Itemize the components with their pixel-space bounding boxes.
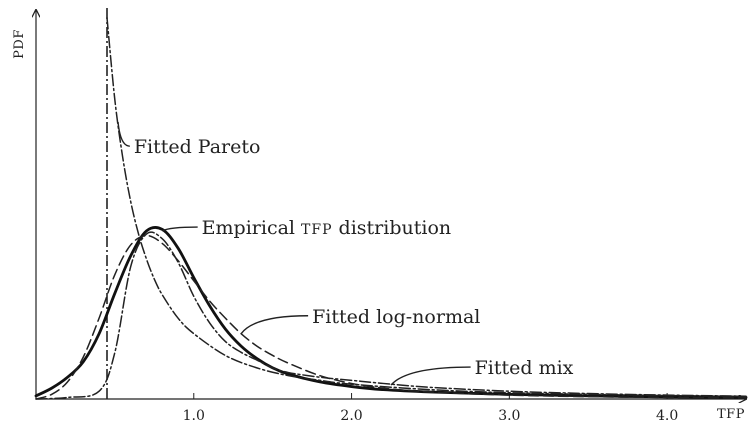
series-layer [34, 17, 748, 400]
y-axis-label-group: PDF [12, 29, 27, 59]
annotation-empirical: Empirical TFP distribution [202, 217, 451, 239]
x-tick-label: 3.0 [498, 408, 520, 424]
annotation-leader-pareto [117, 121, 130, 147]
axes [36, 10, 746, 399]
annotation-lognormal: Fitted log-normal [312, 306, 480, 328]
annotation-leader-mix [390, 366, 471, 386]
series-line-mix [35, 231, 747, 400]
y-axis-label: PDF [12, 29, 27, 59]
x-tick-label: 4.0 [656, 408, 678, 424]
x-tick-label: 2.0 [340, 408, 362, 424]
annotation-layer: Fitted Pareto Empirical TFP distribution F… [117, 121, 574, 386]
x-ticks: 1.0 2.0 3.0 4.0 [183, 393, 678, 424]
series-line-log-normal [35, 234, 747, 400]
x-axis-label: TFP [717, 407, 745, 422]
annotation-pareto: Fitted Pareto [134, 136, 261, 158]
x-tick-label: 1.0 [183, 408, 205, 424]
annotation-leader-lognormal [240, 315, 309, 335]
series-line-pareto [106, 17, 747, 398]
annotation-leader-empirical [161, 226, 198, 232]
annotation-mix: Fitted mix [475, 357, 574, 379]
